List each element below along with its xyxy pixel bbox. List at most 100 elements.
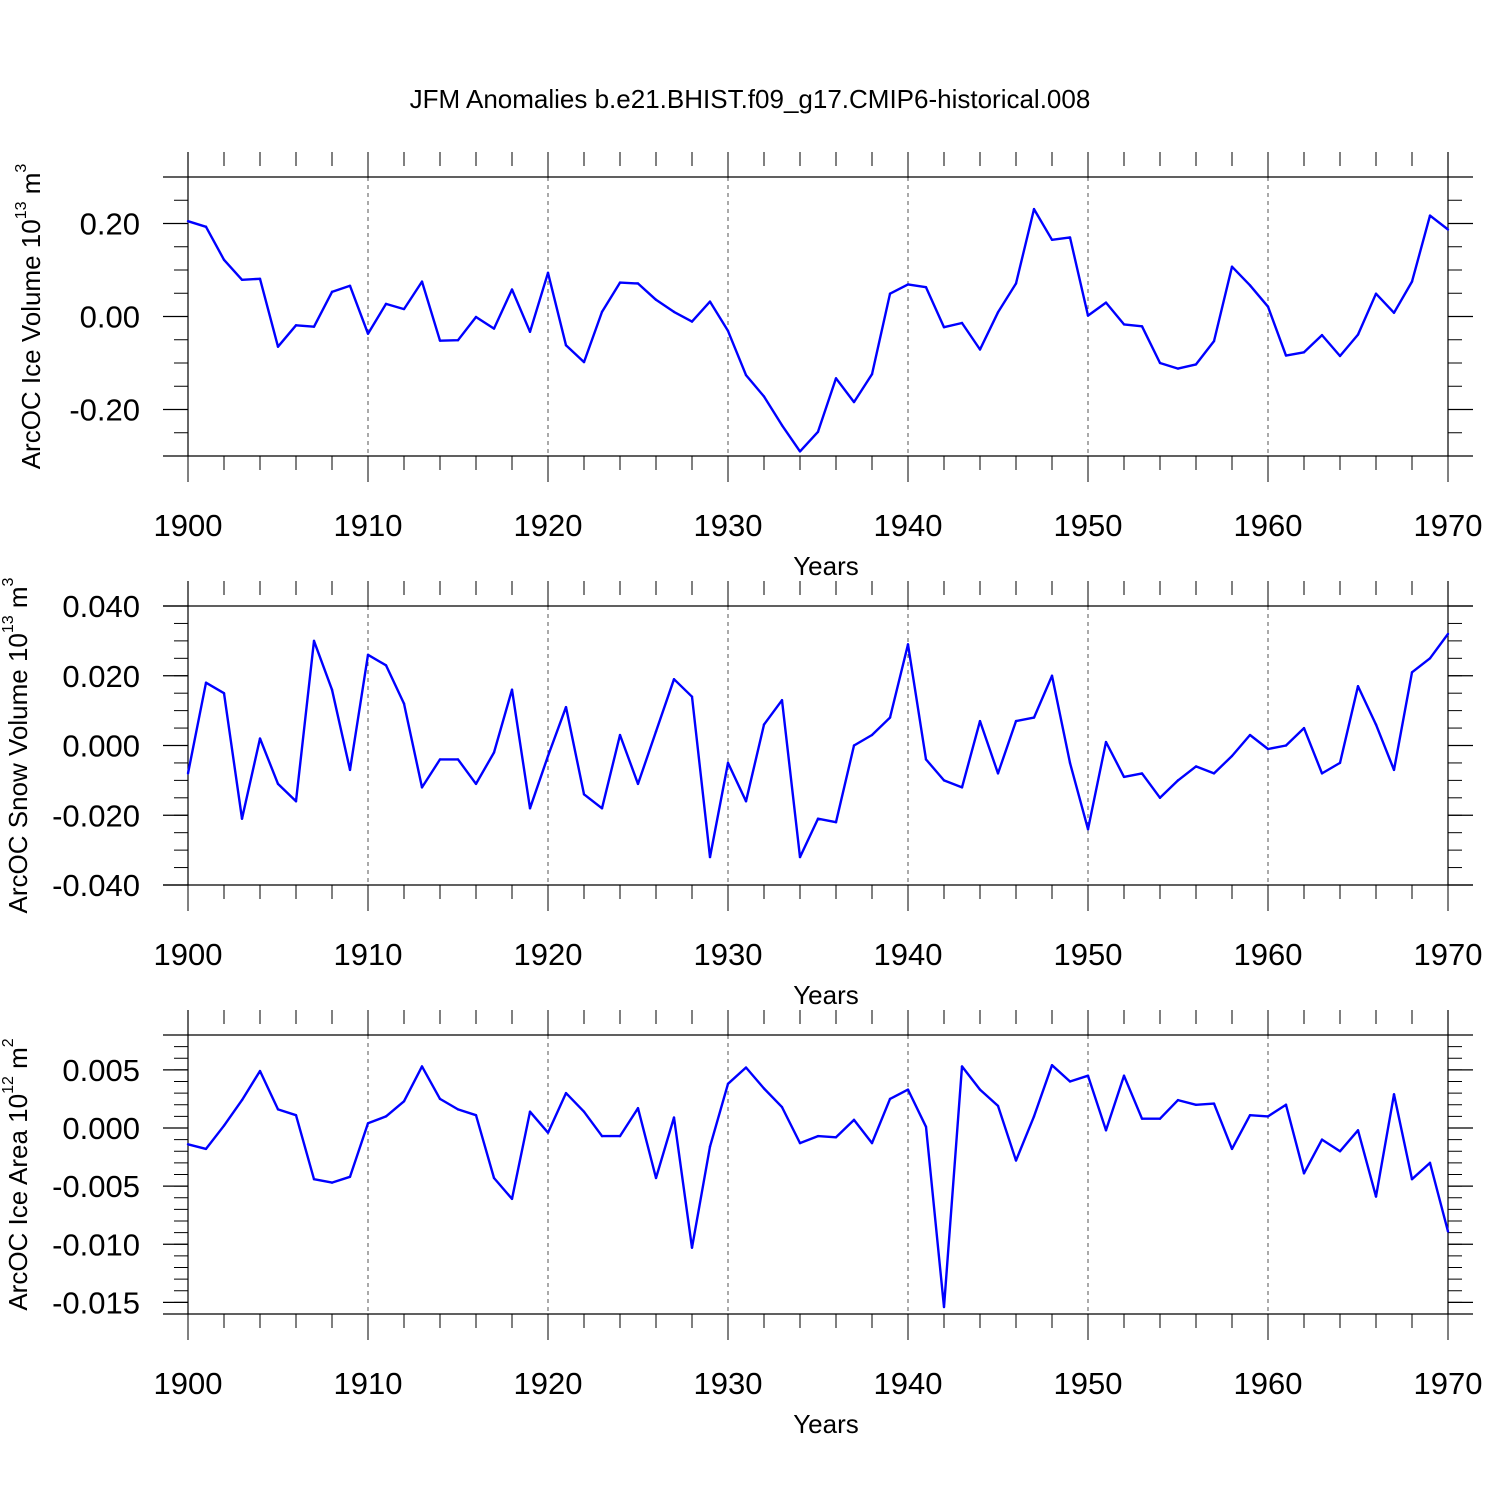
data-point [546, 271, 550, 274]
data-point [600, 1134, 604, 1138]
data-point [276, 345, 280, 348]
y-tick-label: 0.020 [62, 659, 140, 694]
data-point [1212, 1102, 1216, 1105]
data-point [672, 678, 676, 681]
data-point [1302, 726, 1306, 730]
x-tick-label: 1920 [514, 508, 583, 543]
x-tick-label: 1910 [334, 508, 403, 543]
data-point [582, 360, 586, 364]
data-point [798, 855, 802, 859]
x-tick-label: 1930 [694, 937, 763, 972]
data-point [294, 324, 298, 327]
x-tick-label: 1920 [514, 937, 583, 972]
data-point [1266, 747, 1270, 751]
data-point [582, 1110, 586, 1113]
data-point [1410, 671, 1414, 674]
data-point [564, 1091, 568, 1095]
data-point [1158, 361, 1162, 365]
data-point [888, 716, 892, 719]
data-point [780, 698, 784, 702]
data-point [1356, 685, 1360, 688]
page-title: JFM Anomalies b.e21.BHIST.f09_g17.CMIP6-… [409, 84, 1091, 114]
data-point [546, 754, 550, 758]
data-point [348, 284, 352, 288]
chart-panel-2: -0.040 -0.020 0.000 0.020 0.040 1900 1910 1920 1… [0, 577, 1482, 1010]
data-point [1014, 282, 1018, 285]
data-point [546, 1131, 550, 1134]
y-tick-label: 0.20 [80, 207, 140, 242]
data-point [1140, 772, 1144, 775]
data-point [618, 1134, 622, 1138]
data-point [1176, 1098, 1180, 1102]
series-line [187, 207, 1449, 453]
data-point [1140, 1117, 1144, 1120]
x-tick-label: 1950 [1054, 1366, 1123, 1401]
data-point [384, 302, 388, 306]
data-point [1302, 1172, 1306, 1175]
data-point [870, 733, 874, 737]
x-tick-label: 1930 [694, 508, 763, 543]
x-tick-label: 1940 [874, 937, 943, 972]
data-point [726, 1082, 730, 1086]
data-point [510, 1197, 514, 1201]
data-point [348, 768, 352, 772]
data-point [1104, 301, 1108, 304]
data-point [690, 320, 694, 323]
series-line [186, 633, 1449, 859]
x-axis-label: Years [793, 551, 859, 581]
data-point [1176, 779, 1180, 782]
data-point [870, 1141, 874, 1145]
x-tick-label: 1900 [154, 1366, 223, 1401]
data-point [636, 782, 640, 786]
data-point [1014, 719, 1018, 723]
x-tick-label: 1950 [1054, 508, 1123, 543]
data-point [960, 1065, 964, 1068]
data-point [312, 325, 316, 328]
data-point [1248, 1114, 1252, 1117]
data-point [564, 344, 568, 347]
x-tick-label: 1970 [1414, 937, 1483, 972]
x-tick-label: 1960 [1234, 508, 1303, 543]
data-point [1230, 754, 1234, 758]
data-point [258, 277, 262, 281]
y-axis-label: ArcOC Ice Volume 1013 m3 [13, 164, 46, 470]
data-point [204, 225, 208, 228]
data-point [402, 702, 406, 705]
y-tick-label: -0.020 [52, 798, 140, 833]
data-point [1374, 292, 1378, 295]
data-point [852, 400, 856, 404]
y-tick-label: 0.000 [62, 1111, 140, 1146]
data-point [1410, 1177, 1414, 1181]
data-point [744, 1066, 748, 1069]
x-tick-label: 1900 [154, 508, 223, 543]
data-point [312, 639, 316, 643]
data-point [834, 377, 838, 380]
data-point [942, 1305, 946, 1309]
data-point [654, 298, 658, 301]
data-point [1392, 768, 1396, 772]
data-point [1086, 1074, 1090, 1077]
y-tick-label: -0.20 [69, 393, 140, 428]
data-point [492, 1176, 496, 1180]
data-point [834, 1136, 838, 1139]
data-point [942, 779, 946, 782]
data-point [1176, 367, 1180, 370]
data-point [1068, 1080, 1072, 1083]
data-point [942, 325, 946, 329]
x-tick-label: 1950 [1054, 937, 1123, 972]
y-tick-label: 0.000 [62, 729, 140, 764]
data-point [1230, 1147, 1234, 1151]
data-point [1212, 339, 1216, 343]
x-tick-label: 1970 [1414, 508, 1483, 543]
data-point [1104, 740, 1108, 744]
y-tick-label: -0.005 [52, 1169, 140, 1204]
data-point [384, 664, 388, 667]
x-tick-label: 1900 [154, 937, 223, 972]
data-point [222, 1124, 226, 1127]
data-point [438, 758, 442, 761]
x-axis-label: Years [793, 1409, 859, 1439]
data-point [492, 751, 496, 754]
data-point [1050, 674, 1054, 677]
data-point [420, 1065, 424, 1068]
data-point [222, 258, 226, 261]
